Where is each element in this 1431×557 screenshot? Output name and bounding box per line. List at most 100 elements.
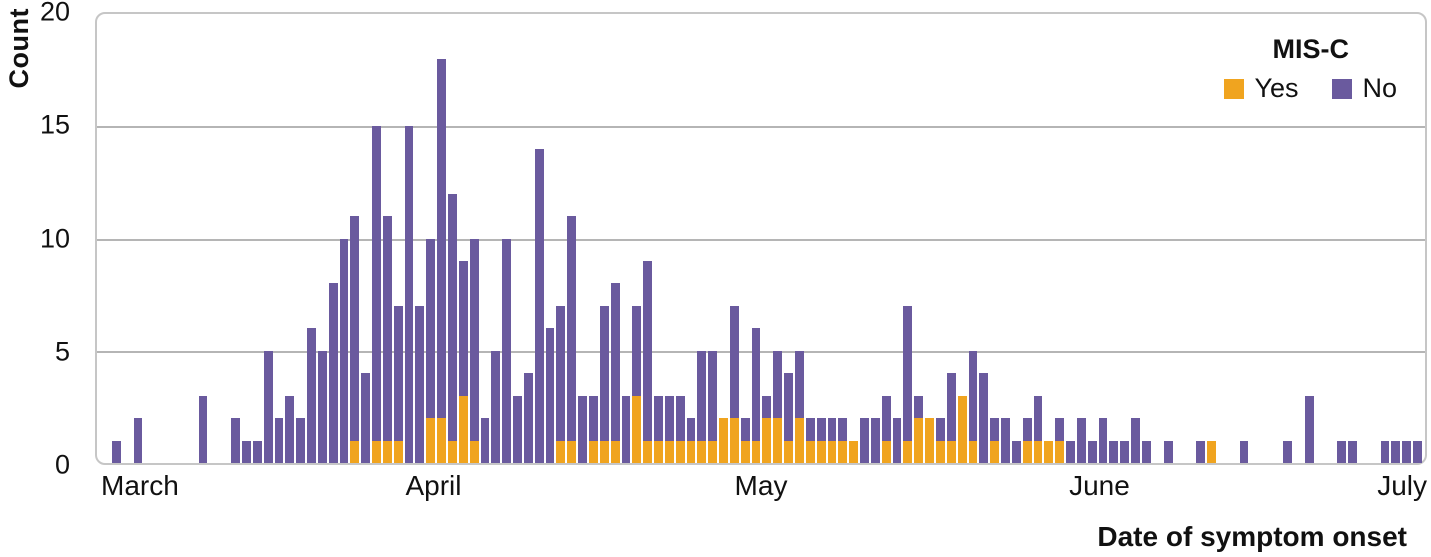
bar-segment-yes: [350, 440, 360, 463]
bar-day-29: [404, 14, 415, 463]
bar-day-3: [122, 14, 133, 463]
bar-day-89: [1054, 14, 1065, 463]
bar-segment-no: [1163, 440, 1173, 463]
bar-segment-no: [1066, 440, 1075, 463]
x-tick-label-march: March: [101, 470, 179, 501]
bar-day-47: [599, 14, 610, 463]
bar-segment-yes: [1044, 440, 1054, 463]
bar-segment-no: [1402, 440, 1412, 463]
bar-segment-yes: [448, 440, 457, 463]
bar-segment-yes: [957, 395, 967, 463]
bar-segment-yes: [946, 440, 956, 463]
bar-segment-no: [437, 58, 446, 419]
bar-segment-no: [296, 418, 306, 463]
bar-segment-yes: [567, 440, 577, 463]
bar-segment-no: [578, 395, 587, 463]
bar-day-24: [349, 14, 360, 463]
bar-day-18: [284, 14, 295, 463]
bar-segment-yes: [643, 440, 653, 463]
bar-day-61: [751, 14, 762, 463]
bar-day-21: [317, 14, 328, 463]
bar-day-75: [902, 14, 913, 463]
bar-segment-no: [621, 395, 631, 463]
bar-day-60: [740, 14, 751, 463]
bar-day-9: [187, 14, 198, 463]
legend-entry-yes: Yes: [1224, 73, 1298, 104]
bar-segment-yes: [751, 440, 761, 463]
bar-day-70: [848, 14, 859, 463]
bar-segment-no: [881, 395, 891, 441]
bar-segment-no: [946, 373, 956, 441]
bar-segment-no: [697, 350, 707, 441]
bar-day-2: [111, 14, 122, 463]
bar-day-119: [1380, 14, 1391, 463]
bar-day-1: [100, 14, 111, 463]
bar-day-112: [1304, 14, 1315, 463]
bar-day-49: [621, 14, 632, 463]
bar-segment-no: [317, 350, 327, 463]
bar-segment-no: [1413, 440, 1422, 463]
bar-segment-yes: [729, 418, 739, 463]
bar-day-93: [1098, 14, 1109, 463]
gridline-15: [97, 126, 1425, 129]
bar-day-101: [1184, 14, 1195, 463]
bar-day-90: [1065, 14, 1076, 463]
bar-segment-no: [502, 238, 512, 463]
bar-segment-no: [426, 238, 436, 419]
bar-day-85: [1011, 14, 1022, 463]
bar-day-116: [1347, 14, 1358, 463]
bar-segment-no: [1076, 418, 1086, 463]
gridline-10: [97, 238, 1425, 241]
bar-day-55: [686, 14, 697, 463]
bar-segment-yes: [1033, 440, 1043, 463]
bar-segment-yes: [599, 440, 609, 463]
bar-day-94: [1108, 14, 1119, 463]
bar-day-19: [295, 14, 306, 463]
bar-segment-no: [274, 418, 284, 463]
bar-segment-no: [1087, 440, 1097, 463]
bar-day-122: [1412, 14, 1423, 463]
bar-segment-no: [827, 418, 837, 441]
y-axis-ticks: 20 15 10 5 0: [0, 0, 86, 478]
bar-day-78: [935, 14, 946, 463]
bar-segment-no: [339, 238, 349, 463]
bar-day-10: [198, 14, 209, 463]
bar-segment-no: [860, 418, 869, 463]
x-tick-label-april: April: [405, 470, 462, 501]
bar-segment-yes: [968, 440, 978, 463]
bar-segment-yes: [458, 395, 468, 463]
bar-segment-no: [285, 395, 295, 463]
bar-segment-no: [350, 216, 360, 441]
bar-segment-no: [458, 260, 468, 396]
legend-entry-no: No: [1332, 73, 1397, 104]
bar-segment-no: [1337, 440, 1347, 463]
bar-day-26: [371, 14, 382, 463]
bar-day-91: [1076, 14, 1087, 463]
bar-day-82: [978, 14, 989, 463]
bar-segment-yes: [382, 440, 392, 463]
bar-day-59: [729, 14, 740, 463]
bar-segment-yes: [990, 440, 1000, 463]
bar-day-4: [133, 14, 144, 463]
bar-segment-yes: [795, 418, 804, 463]
bar-segment-no: [241, 440, 251, 463]
bar-segment-no: [1142, 440, 1151, 463]
legend-swatch-no-icon: [1332, 78, 1353, 99]
bar-day-66: [805, 14, 816, 463]
bar-day-13: [230, 14, 241, 463]
bar-day-32: [436, 14, 447, 463]
bar-segment-yes: [372, 440, 381, 463]
bar-day-102: [1195, 14, 1206, 463]
bar-day-41: [534, 14, 545, 463]
bar-segment-no: [870, 418, 880, 463]
bar-segment-yes: [664, 440, 674, 463]
bar-day-40: [523, 14, 534, 463]
bar-day-120: [1390, 14, 1401, 463]
bar-day-45: [577, 14, 588, 463]
bar-day-25: [360, 14, 371, 463]
y-tick-label: 0: [54, 449, 70, 480]
bar-segment-no: [328, 283, 338, 463]
bar-day-30: [414, 14, 425, 463]
bar-segment-no: [903, 305, 913, 441]
y-tick-label: 5: [54, 336, 70, 367]
